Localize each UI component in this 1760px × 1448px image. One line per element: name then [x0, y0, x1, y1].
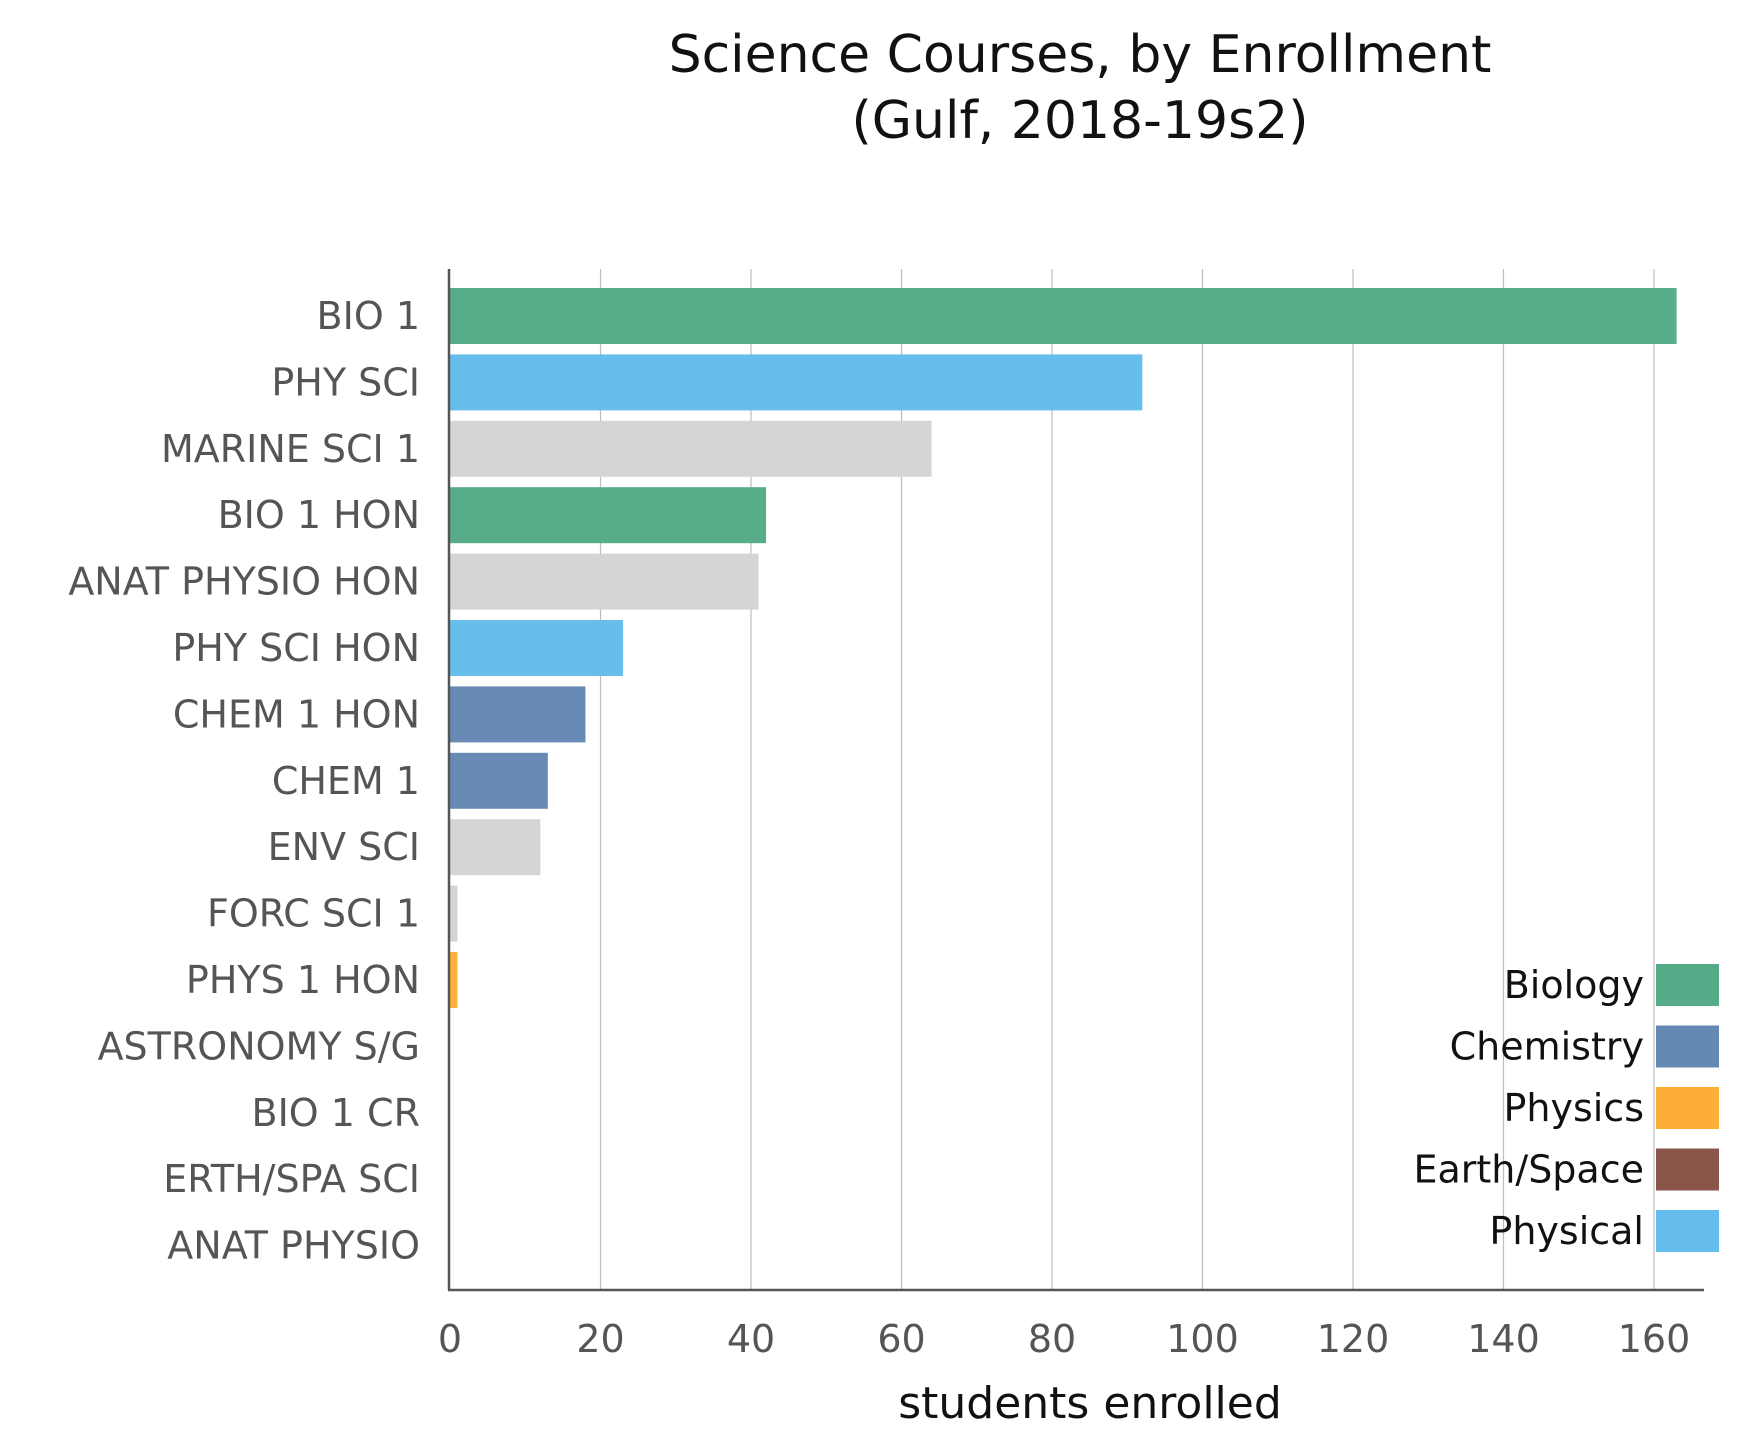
x-axis-label: students enrolled — [898, 1378, 1282, 1429]
x-tick-label: 100 — [1166, 1317, 1239, 1361]
legend-label: Earth/Space — [1413, 1148, 1644, 1192]
category-label: PHY SCI — [271, 360, 420, 404]
category-label: ASTRONOMY S/G — [98, 1024, 420, 1068]
category-label: ANAT PHYSIO — [167, 1224, 420, 1268]
category-label: FORC SCI 1 — [207, 892, 420, 936]
legend-label: Biology — [1504, 963, 1644, 1007]
chart-title-line-2: (Gulf, 2018-19s2) — [851, 91, 1308, 151]
legend-label: Chemistry — [1450, 1025, 1644, 1069]
category-label: BIO 1 CR — [252, 1091, 420, 1135]
category-labels: BIO 1 PHY SCI MARINE SCI 1 BIO 1 HON ANAT PH… — [68, 294, 420, 1268]
bar — [450, 420, 932, 477]
bar — [450, 354, 1143, 411]
category-label: BIO 1 HON — [218, 493, 420, 537]
bar — [450, 686, 586, 743]
category-label: CHEM 1 HON — [173, 692, 420, 736]
category-label: PHY SCI HON — [172, 626, 420, 670]
category-label: ENV SCI — [268, 825, 420, 869]
bar — [450, 620, 624, 676]
x-tick-label: 160 — [1618, 1317, 1691, 1361]
category-label: ANAT PHYSIO HON — [68, 560, 420, 604]
x-tick-label: 120 — [1317, 1317, 1390, 1361]
x-tick-label: 140 — [1467, 1317, 1540, 1361]
legend-swatch — [1656, 1025, 1719, 1068]
bar — [450, 288, 1677, 344]
x-tick-labels: 0 20 40 60 80 100 120 140 160 — [438, 1317, 1690, 1361]
legend-swatch — [1656, 964, 1719, 1006]
bar — [450, 553, 759, 610]
bar — [450, 487, 767, 544]
chart-title-line-1: Science Courses, by Enrollment — [669, 25, 1492, 85]
legend-swatch — [1656, 1148, 1719, 1191]
legend-label: Physical — [1489, 1209, 1644, 1253]
category-label: MARINE SCI 1 — [161, 427, 420, 471]
bars — [450, 288, 1677, 1008]
x-tick-label: 20 — [576, 1317, 624, 1361]
legend-swatch — [1656, 1210, 1719, 1252]
x-tick-label: 80 — [1028, 1317, 1076, 1361]
category-label: CHEM 1 — [272, 759, 420, 803]
legend-label: Physics — [1503, 1086, 1644, 1130]
x-tick-label: 60 — [877, 1317, 925, 1361]
category-label: ERTH/SPA SCI — [163, 1157, 420, 1201]
bar — [450, 952, 458, 1008]
bar — [450, 885, 458, 942]
x-tick-label: 40 — [727, 1317, 775, 1361]
x-tick-label: 0 — [438, 1317, 462, 1361]
category-label: BIO 1 — [317, 294, 420, 338]
category-label: PHYS 1 HON — [186, 958, 420, 1002]
bar — [450, 819, 541, 876]
legend-swatch — [1656, 1087, 1719, 1129]
legend: Biology Chemistry Physics Earth/Space Physic… — [1413, 963, 1719, 1253]
bar — [450, 752, 548, 809]
